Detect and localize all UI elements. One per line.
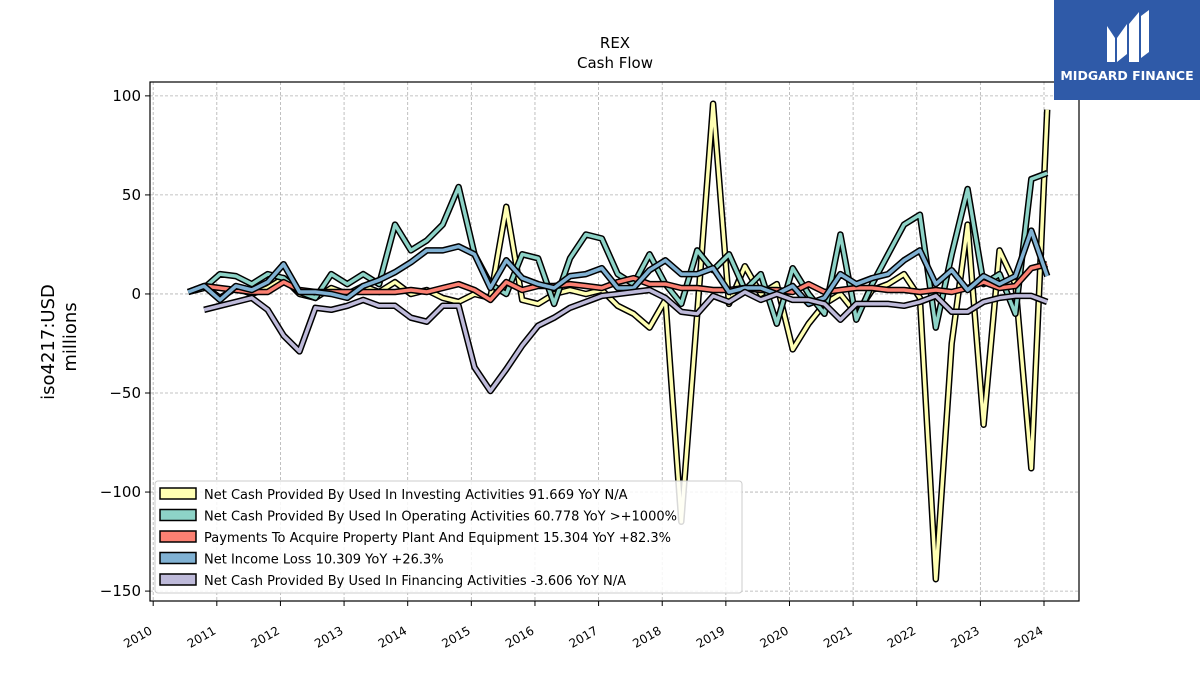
plot-frame [149,81,1080,602]
legend-label: Net Cash Provided By Used In Operating A… [204,510,677,525]
y-axis-label-units: millions [60,302,81,371]
legend-swatch [159,551,197,565]
legend-label: Net Income Loss 10.309 YoY +26.3% [204,553,444,568]
series-line [203,262,1048,302]
chart-subtitle: Cash Flow [577,54,653,72]
legend-swatch [159,487,197,500]
logo-text: MIDGARD FINANCE [1060,68,1194,83]
legend-swatch [159,573,197,586]
legend: Net Cash Provided By Used In Investing A… [154,480,743,594]
legend-box [154,480,743,594]
logo-mark-icon [1107,10,1149,62]
y-tick-label: 50 [122,186,141,204]
series-line [187,228,1049,306]
y-tick-label: −50 [109,384,141,402]
legend-swatch [159,508,197,522]
series-line [187,171,1048,330]
series-line [187,102,1049,581]
chart-title: REX [600,34,630,52]
company-logo: MIDGARD FINANCE [1054,0,1200,100]
y-tick-label: 0 [131,285,141,303]
y-tick-label: −100 [100,483,141,501]
y-axis-label: iso4217:USD [38,284,59,400]
legend-label: Payments To Acquire Property Plant And E… [204,531,671,546]
legend-label: Net Cash Provided By Used In Investing A… [204,488,628,503]
y-tick-label: 100 [112,87,141,105]
legend-swatch [159,530,197,543]
legend-label: Net Cash Provided By Used In Financing A… [204,574,626,589]
series-line [203,288,1048,393]
series-lines [187,100,1051,583]
y-tick-label: −150 [100,582,141,600]
